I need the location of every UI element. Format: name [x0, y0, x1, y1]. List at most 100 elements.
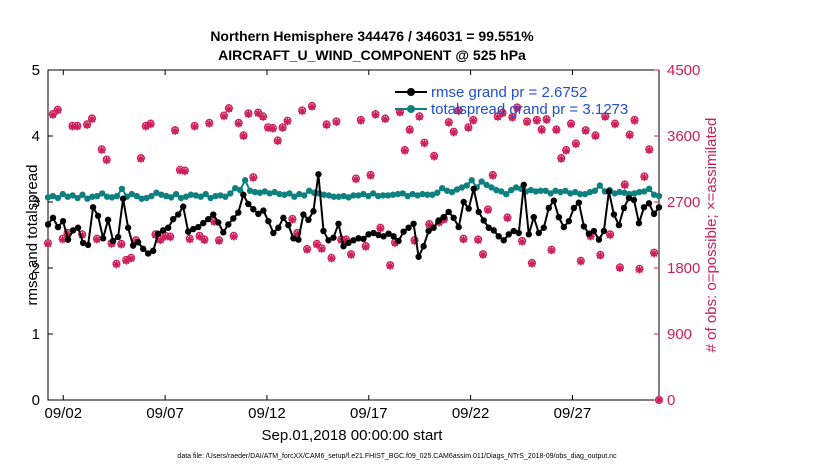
x-axis-label: Sep.01,2018 00:00:00 start: [262, 427, 444, 444]
totalspread-point: [469, 177, 475, 183]
rmse-point: [245, 201, 251, 207]
obs-assimilated-point: [352, 175, 360, 183]
rmse-point: [50, 215, 56, 221]
obs-assimilated-point: [401, 147, 409, 155]
obs-assimilated-point: [415, 113, 423, 121]
obs-assimilated-point: [235, 120, 243, 128]
obs-assimilated-point: [196, 232, 204, 240]
obs-assimilated-point: [616, 264, 624, 272]
obs-assimilated-point: [518, 238, 526, 246]
legend-label-rmse: rmse grand pr = 2.6752: [431, 84, 587, 101]
obs-assimilated-point: [323, 121, 331, 129]
rmse-point: [415, 254, 421, 260]
rmse-point: [651, 211, 657, 217]
rmse-point: [300, 211, 306, 217]
right-y-axis-ticks: 09001800270036004500: [654, 62, 700, 409]
rmse-point: [360, 236, 366, 242]
rmse-point: [631, 197, 637, 203]
rmse-point: [180, 203, 186, 209]
rmse-point: [536, 230, 542, 236]
totalspread-point: [656, 193, 662, 199]
obs-assimilated-point: [186, 235, 194, 243]
rmse-point: [240, 192, 246, 198]
rmse-point: [541, 225, 547, 231]
rmse-point: [465, 205, 471, 211]
rmse-point: [601, 228, 607, 234]
rmse-point: [175, 211, 181, 217]
legend-label-totalspread: totalspread grand pr = 3.1273: [431, 101, 628, 118]
rmse-point: [576, 199, 582, 205]
rmse-point: [215, 219, 221, 225]
obs-assimilated-point: [611, 120, 619, 128]
totalspread-point: [227, 190, 233, 196]
totalspread-point: [434, 190, 440, 196]
rmse-point: [330, 234, 336, 240]
x-tick-label: 09/22: [452, 405, 490, 422]
rmse-point: [460, 199, 466, 205]
obs-assimilated-point: [591, 132, 599, 140]
rmse-point: [205, 216, 211, 222]
rmse-point: [45, 221, 51, 227]
rmse-point: [606, 188, 612, 194]
obs-assimilated-point: [572, 140, 580, 148]
obs-assimilated-point: [249, 174, 257, 182]
obs-assimilated-point: [298, 107, 306, 115]
rmse-point: [646, 200, 652, 206]
totalspread-point: [114, 193, 120, 199]
rmse-point: [521, 182, 527, 188]
obs-assimilated-point: [93, 235, 101, 243]
rmse-point: [395, 238, 401, 244]
rmse-point: [390, 233, 396, 239]
rmse-point: [150, 248, 156, 254]
y-axis-label: rmse and totalspread: [24, 165, 41, 306]
obs-assimilated-point: [547, 246, 555, 254]
rmse-point: [275, 225, 281, 231]
obs-assimilated-point: [577, 257, 585, 265]
obs-assimilated-point: [191, 122, 199, 130]
rmse-point: [566, 218, 572, 224]
obs-assimilated-point: [362, 243, 370, 251]
rmse-point: [90, 204, 96, 210]
obs-assimilated-point: [328, 254, 336, 262]
data-file-footnote: data file: /Users/raeder/DAI/ATM_forcXX/…: [177, 453, 617, 460]
rmse-point: [410, 221, 416, 227]
totalspread-point: [301, 192, 307, 198]
observation-diagnostics-chart: Northern Hemisphere 344476 / 346031 = 99…: [0, 0, 830, 470]
obs-assimilated-point: [386, 262, 394, 270]
rmse-point: [310, 208, 316, 214]
rmse-point: [140, 246, 146, 252]
rmse-point: [526, 231, 532, 237]
obs-assimilated-point: [474, 236, 482, 244]
obs-assimilated-point: [215, 237, 223, 245]
obs-assimilated-point: [381, 115, 389, 123]
rmse-point: [581, 223, 587, 229]
obs-assimilated-point: [464, 124, 472, 132]
obs-assimilated-point: [596, 252, 604, 260]
rmse-point: [496, 233, 502, 239]
obs-assimilated-point: [240, 132, 248, 140]
obs-assimilated-point: [220, 112, 228, 120]
rmse-point: [125, 225, 131, 231]
rmse-point: [295, 236, 301, 242]
obs-assimilated-point: [318, 245, 326, 253]
rmse-point: [165, 225, 171, 231]
rmse-point: [315, 171, 321, 177]
obs-assimilated-point: [117, 241, 125, 249]
obs-assimilated-point: [538, 126, 546, 134]
rmse-point: [596, 236, 602, 242]
obs-assimilated-point: [147, 120, 155, 128]
rmse-point: [501, 237, 507, 243]
obs-assimilated-point: [88, 115, 96, 123]
rmse-point: [60, 218, 66, 224]
rmse-point: [220, 229, 226, 235]
rmse-point: [250, 206, 256, 212]
rmse-point: [430, 225, 436, 231]
obs-assimilated-point: [279, 124, 287, 132]
obs-assimilated-point: [640, 173, 648, 181]
rmse-point: [641, 204, 647, 210]
x-tick-label: 09/07: [146, 405, 184, 422]
totalspread-point: [646, 186, 652, 192]
obs-assimilated-point: [484, 206, 492, 214]
right-y-tick-label: 3600: [667, 128, 700, 145]
rmse-point: [280, 215, 286, 221]
